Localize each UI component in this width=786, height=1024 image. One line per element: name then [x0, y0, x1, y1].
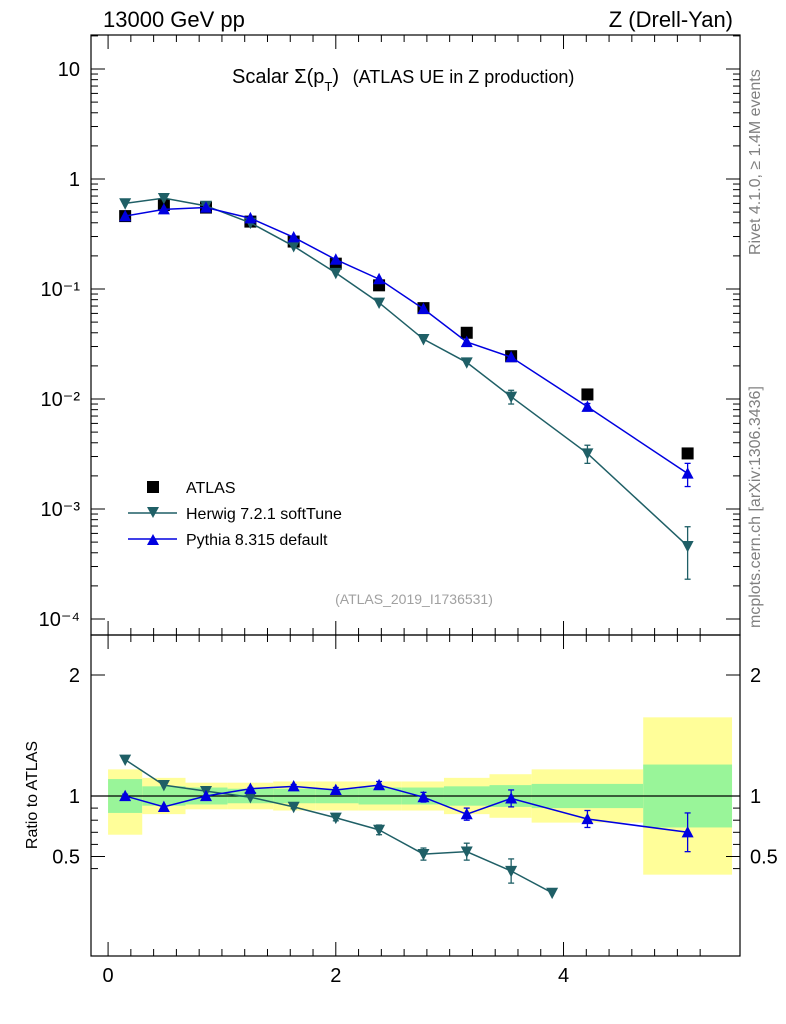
ratio-herwig-point [546, 887, 559, 900]
ratio-herwig-point [373, 824, 386, 837]
pythia-data-point [287, 231, 300, 243]
ratio-y-tick-label-left: 1 [69, 786, 80, 808]
main-series-line [125, 206, 689, 475]
ratio-pythia-point [119, 789, 132, 802]
ratio-herwig-point [287, 801, 300, 814]
collision-energy-label: 13000 GeV pp [103, 7, 245, 32]
pythia-data-point [581, 400, 594, 412]
plot-title-sigma: Σ(p [294, 66, 324, 88]
ratio-herwig-point [244, 792, 257, 804]
ratio-pythia-point [505, 792, 518, 804]
ratio-uncertainty-bands [91, 717, 740, 875]
plot-title: Scalar Σ(pT) (ATLAS UE in Z production) [232, 66, 574, 94]
ratio-y-tick-label-right: 0.5 [750, 847, 778, 869]
ratio-herwig-point [157, 780, 170, 792]
atlas-data-point [460, 326, 473, 339]
plot-title-prefix: Scalar [232, 66, 294, 88]
ratio-pythia-point [199, 789, 212, 802]
legend-herwig-label: Herwig 7.2.1 softTune [186, 506, 342, 523]
ratio-pythia-point [417, 790, 430, 803]
ratio-y-tick-label-left: 2 [69, 665, 80, 687]
legend-pythia-marker [147, 534, 159, 545]
main-series [119, 193, 694, 580]
herwig-data-point [505, 391, 518, 403]
ratio-y-tick-label-right: 2 [750, 665, 761, 687]
legend-herwig-marker [147, 507, 159, 518]
plot-title-subscript: T [324, 79, 332, 94]
ratio-pythia-point [460, 807, 473, 820]
pythia-data-point [119, 209, 132, 222]
pythia-data-point [157, 203, 170, 215]
legend-atlas-marker [147, 481, 159, 493]
rivet-version-label: Rivet 4.1.0, ≥ 1.4M events [747, 69, 764, 255]
ratio-frame [90, 634, 741, 957]
analysis-id-label: (ATLAS_2019_I1736531) [335, 591, 493, 607]
main-y-tick-label: 10⁻⁴ [39, 609, 80, 631]
main-y-tick-label: 10⁻² [41, 389, 81, 411]
main-y-tick-label: 10 [58, 59, 80, 81]
herwig-data-point [287, 241, 300, 253]
mcplots-label: mcplots.cern.ch [arXiv:1306.3436] [747, 386, 764, 628]
ratio-y-tick-label-left: 0.5 [52, 847, 80, 869]
herwig-data-point [373, 297, 386, 310]
ratio-pythia-point [329, 783, 342, 796]
ratio-panel: 2 2 1 1 0.5 0.5 0 2 4 [52, 634, 778, 987]
pythia-data-point [373, 272, 386, 285]
herwig-data-point [119, 198, 132, 210]
pythia-data-point [329, 253, 342, 265]
main-y-tick-label: 10⁻³ [41, 499, 81, 521]
legend: ATLAS Herwig 7.2.1 softTune Pythia 8.315… [128, 480, 342, 549]
herwig-data-point [581, 448, 594, 460]
main-y-ticks: 10 1 10⁻¹ 10⁻² 10⁻³ 10⁻⁴ [39, 35, 740, 635]
pythia-data-point [681, 467, 694, 479]
ratio-x-tick-label: 4 [558, 965, 569, 987]
ratio-pythia-point [287, 780, 300, 792]
ratio-y-axis-label: Ratio to ATLAS [24, 741, 41, 849]
ratio-pythia-point [581, 812, 594, 825]
pythia-data-point [505, 350, 518, 363]
ratio-herwig-point [119, 754, 132, 766]
ratio-y-tick-label-right: 1 [750, 786, 761, 808]
main-y-tick-label: 1 [69, 169, 80, 191]
ratio-series [119, 754, 694, 900]
atlas-data-point [581, 388, 594, 401]
herwig-data-point [681, 540, 694, 553]
ratio-ticks: 2 2 1 1 0.5 0.5 0 2 4 [52, 635, 778, 987]
pythia-data-point [460, 335, 473, 348]
legend-pythia-label: Pythia 8.315 default [186, 532, 328, 549]
pythia-data-point [199, 201, 212, 213]
atlas-data-point [681, 447, 694, 460]
ratio-herwig-point [417, 848, 430, 861]
ratio-series-group [119, 754, 694, 900]
ratio-herwig-point [329, 812, 342, 825]
legend-atlas-label: ATLAS [186, 480, 236, 497]
ratio-herwig-point [505, 865, 518, 878]
ratio-pythia-point [157, 800, 170, 812]
herwig-data-point [460, 357, 473, 369]
main-series-line [125, 197, 689, 547]
process-label: Z (Drell-Yan) [609, 7, 733, 32]
main-y-tick-label: 10⁻¹ [41, 279, 81, 301]
herwig-data-point [329, 267, 342, 280]
pythia-data-point [244, 211, 257, 224]
ratio-herwig-point [460, 846, 473, 858]
ratio-series-line [124, 784, 688, 834]
main-panel: 10 1 10⁻¹ 10⁻² 10⁻³ 10⁻⁴ [39, 34, 741, 636]
ratio-x-tick-label: 2 [330, 965, 341, 987]
plot-title-suffix: (ATLAS UE in Z production) [353, 67, 575, 87]
herwig-data-point [157, 193, 170, 205]
ratio-pythia-point [244, 782, 257, 794]
ratio-pythia-point [373, 778, 386, 791]
ratio-pythia-point [681, 826, 694, 838]
herwig-data-point [417, 334, 430, 346]
plot-title-close: ) [332, 66, 339, 88]
pythia-data-point [417, 302, 430, 314]
ratio-x-tick-label: 0 [103, 965, 114, 987]
